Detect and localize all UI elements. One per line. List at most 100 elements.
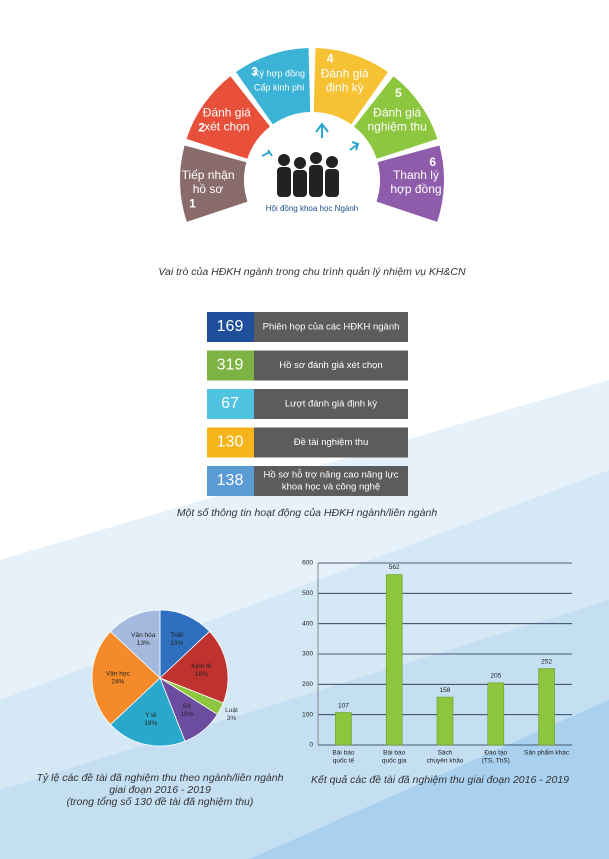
bar-value-label: 107	[338, 702, 349, 709]
stat-label-box	[254, 389, 408, 419]
pie-value: 10%	[180, 711, 193, 718]
stat-label: Đề tài nghiệm thu	[294, 437, 368, 448]
pie-label: Luật	[225, 707, 238, 714]
caption: (trong tổng số 130 đề tài đã nghiệm thu)	[67, 796, 254, 808]
bar	[335, 712, 352, 746]
step-number: 1	[189, 196, 196, 210]
stat-label-box	[254, 427, 408, 458]
pie-slice	[159, 630, 229, 704]
center-label: Hội đồng khoa học Ngành	[266, 204, 359, 213]
cycle-segment	[313, 48, 389, 125]
caption: Một số thông tin hoạt động của HĐKH ngàn…	[177, 507, 438, 519]
stat-label: Hồ sơ hỗ trợ nâng cao năng lực	[263, 470, 398, 481]
stat-number: 319	[217, 357, 244, 374]
x-tick-label: Sản phẩm khác	[524, 749, 570, 757]
pie-slice	[159, 609, 211, 679]
step-number: 4	[327, 52, 334, 66]
stat-number-box	[207, 350, 254, 381]
step-label: Thanh lý	[393, 168, 439, 182]
x-tick-label: Bài báo	[332, 750, 354, 757]
step-number: 3	[251, 65, 258, 79]
bar-value-label: 205	[490, 673, 501, 680]
step-label: Cấp kinh phí	[254, 83, 305, 93]
cycle-segment	[354, 76, 438, 159]
step-number: 6	[429, 155, 436, 169]
y-tick-label: 100	[302, 711, 313, 718]
caption: Kết quả các đề tài đã nghiệm thu giai đo…	[311, 774, 569, 786]
bar-value-label: 158	[440, 687, 451, 694]
background-band	[250, 700, 609, 859]
pie-label: Triết	[170, 630, 183, 639]
caption: Vai trò của HĐKH ngành trong chu trình q…	[158, 266, 466, 278]
step-label: Đánh giá	[321, 66, 369, 80]
cycle-segment	[186, 76, 270, 159]
stat-label-box	[254, 312, 408, 342]
stat-label: Phiên họp của các HĐKH ngành	[263, 322, 400, 333]
y-tick-label: 600	[302, 560, 313, 567]
step-label: Đánh giá	[203, 106, 251, 120]
step-label: Ký hợp đồng	[254, 69, 305, 79]
pie-value: 3%	[227, 715, 237, 722]
stat-number: 169	[217, 318, 244, 335]
x-tick-label: (TS, ThS)	[482, 758, 510, 765]
x-tick-label: quốc gia	[382, 756, 407, 765]
caption: Tỷ lệ các đề tài đã nghiệm thu theo ngàn…	[37, 772, 284, 784]
pie-value: 13%	[137, 640, 150, 647]
x-tick-label: Bài báo	[383, 750, 405, 757]
bar-value-label: 252	[541, 658, 552, 665]
stat-number-box	[207, 466, 254, 496]
step-label: nghiệm thu	[368, 120, 427, 134]
bar-value-label: 562	[389, 564, 400, 571]
stat-number-box	[207, 389, 254, 419]
pie-label: Kinh tế	[191, 661, 212, 670]
stat-label-box	[254, 350, 408, 381]
x-tick-label: quốc tế	[333, 756, 355, 765]
bar	[487, 682, 505, 746]
stat-label-box	[254, 466, 408, 496]
y-tick-label: 300	[302, 651, 313, 658]
y-tick-label: 0	[309, 742, 313, 749]
step-label: định kỳ	[326, 80, 364, 94]
cycle-segment	[180, 145, 248, 222]
caption: giai đoạn 2016 - 2019	[109, 784, 211, 796]
pie-value: 19%	[144, 720, 157, 727]
stat-number-box	[207, 312, 254, 342]
x-tick-label: Sách	[438, 750, 453, 757]
step-label: Tiếp nhận	[182, 168, 235, 182]
stat-label: Hồ sơ đánh giá xét chọn	[279, 360, 382, 371]
x-tick-label: chuyên khảo	[427, 758, 464, 765]
step-label: hợp đồng	[390, 182, 441, 196]
stat-label: Lượt đánh giá định kỳ	[285, 399, 378, 410]
pie-value: 24%	[111, 679, 124, 686]
pie-label: Y tế	[145, 710, 157, 719]
bar	[385, 574, 403, 746]
pie-slice	[109, 677, 186, 747]
bar	[436, 696, 454, 746]
step-label: Đánh giá	[373, 106, 421, 120]
step-number: 2	[198, 120, 205, 134]
pie-slice	[91, 630, 161, 726]
y-tick-label: 200	[302, 681, 313, 688]
y-tick-label: 400	[302, 620, 313, 627]
pie-label: Sử	[183, 702, 192, 710]
pie-slice	[109, 609, 161, 679]
stat-number-box	[207, 427, 254, 458]
x-tick-label: Đào tạo	[484, 750, 507, 757]
pie-label: Văn học	[106, 671, 131, 678]
cycle-segment	[376, 145, 444, 222]
bar	[538, 668, 555, 746]
pie-label: Văn hóa	[131, 632, 156, 639]
people-icon	[261, 122, 360, 197]
stat-label: khoa học và công nghệ	[282, 482, 380, 493]
cycle-segment	[235, 48, 311, 125]
stat-number: 67	[221, 395, 239, 412]
pie-value: 13%	[170, 640, 183, 647]
y-tick-label: 500	[302, 590, 313, 597]
step-label: hồ sơ	[193, 182, 224, 196]
step-label: xét chọn	[204, 120, 249, 134]
step-number: 5	[395, 86, 402, 100]
pie-value: 18%	[195, 671, 208, 678]
stat-number: 138	[217, 472, 244, 489]
